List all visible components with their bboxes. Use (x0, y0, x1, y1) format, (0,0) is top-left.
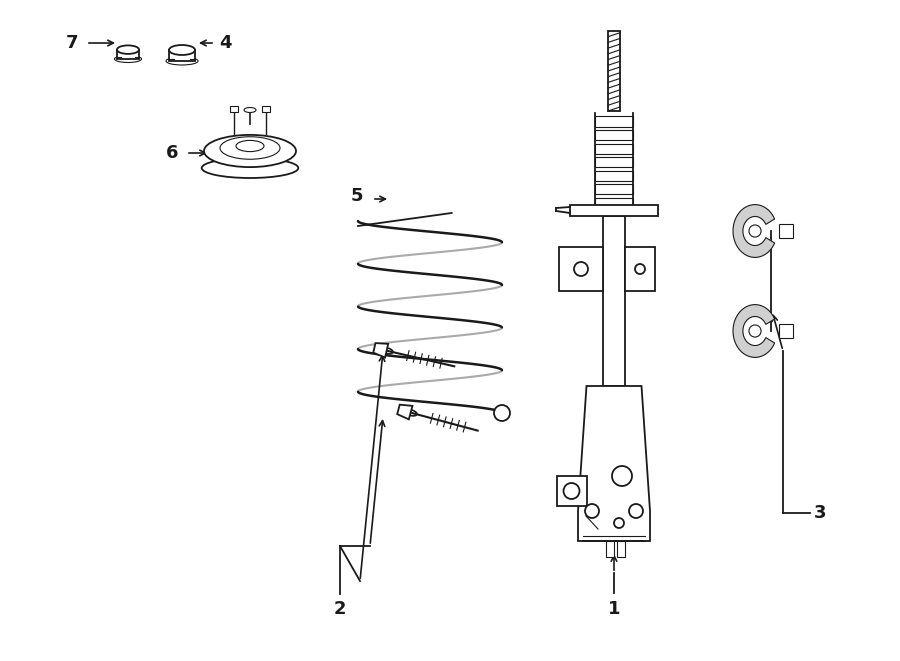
Circle shape (494, 405, 510, 421)
Text: 7: 7 (66, 34, 78, 52)
Text: 5: 5 (351, 187, 364, 205)
Polygon shape (733, 205, 775, 257)
Circle shape (612, 466, 632, 486)
Bar (595, 143, 633, 154)
Ellipse shape (114, 56, 141, 63)
Ellipse shape (166, 57, 198, 65)
Text: 2: 2 (334, 600, 346, 618)
Bar (595, 116, 633, 126)
Bar (608, 31, 620, 111)
Polygon shape (374, 343, 388, 358)
Bar (570, 205, 658, 216)
Circle shape (563, 483, 580, 499)
Polygon shape (397, 405, 412, 419)
Polygon shape (556, 476, 587, 506)
Bar (779, 224, 793, 238)
Ellipse shape (169, 45, 195, 55)
Circle shape (749, 325, 761, 337)
Bar (779, 324, 793, 338)
Circle shape (629, 504, 643, 518)
Ellipse shape (117, 46, 139, 54)
Circle shape (635, 264, 645, 274)
Text: 4: 4 (219, 34, 231, 52)
Bar (595, 130, 633, 140)
Circle shape (574, 262, 588, 276)
Bar (595, 157, 633, 167)
Bar (230, 106, 238, 112)
Text: 6: 6 (166, 144, 178, 162)
Bar (595, 198, 633, 208)
Polygon shape (559, 247, 603, 291)
Bar (117, 50, 139, 59)
Bar (603, 216, 625, 386)
Bar (617, 541, 625, 557)
Polygon shape (733, 305, 775, 358)
Ellipse shape (244, 108, 256, 112)
Bar (262, 106, 270, 112)
Bar (595, 171, 633, 181)
Bar (169, 50, 195, 61)
Ellipse shape (204, 135, 296, 167)
Polygon shape (578, 386, 650, 541)
Polygon shape (625, 247, 655, 291)
Circle shape (614, 518, 624, 528)
Ellipse shape (202, 158, 298, 178)
Text: 3: 3 (814, 504, 826, 522)
Ellipse shape (220, 137, 280, 159)
Bar (606, 541, 614, 557)
Text: 1: 1 (608, 600, 620, 618)
Circle shape (749, 225, 761, 237)
Bar (595, 184, 633, 194)
Circle shape (585, 504, 599, 518)
Ellipse shape (236, 140, 264, 151)
